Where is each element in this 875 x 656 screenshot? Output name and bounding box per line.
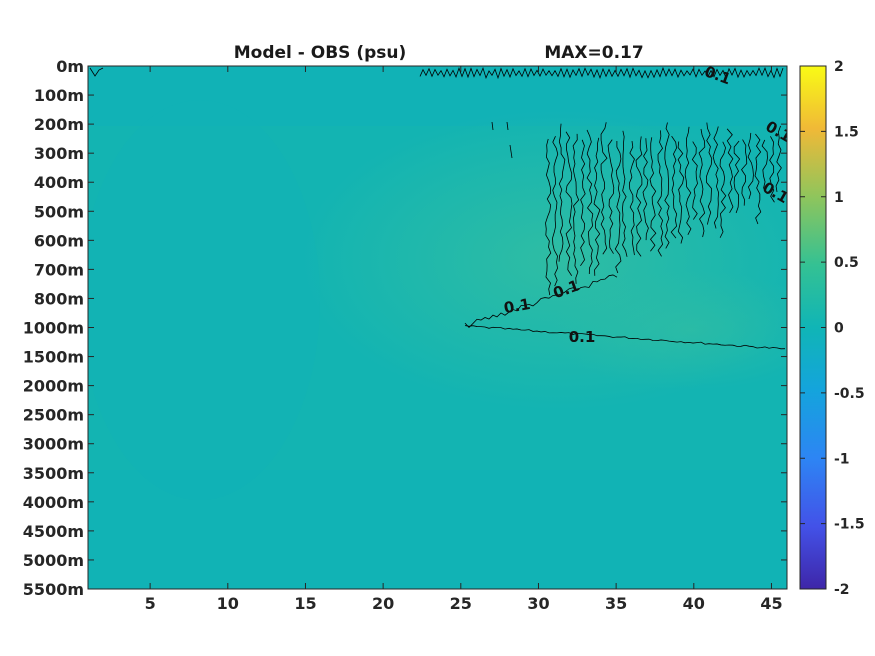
contour-filament [622, 130, 628, 257]
x-tick-label: 30 [527, 594, 549, 613]
contour-filament [726, 128, 734, 214]
y-tick-label: 3500m [23, 464, 84, 483]
contour-wedge-edge [464, 274, 618, 329]
contour-filament [684, 126, 692, 235]
contour-filament [607, 139, 615, 254]
field-warm-region-2 [550, 270, 787, 390]
x-axis-ticks: 5 10 15 20 25 30 35 40 45 [145, 66, 783, 613]
contour-filament [649, 137, 657, 252]
contour-filament [747, 132, 754, 200]
colorbar-tick-label: 2 [834, 59, 844, 75]
y-tick-label: 100m [34, 86, 84, 105]
contour-lines [89, 66, 786, 350]
contour-filament [600, 122, 608, 255]
contour-filament [635, 136, 643, 257]
y-tick-label: 5500m [23, 580, 84, 599]
contour-filament [628, 141, 635, 256]
contour-filament [712, 126, 720, 229]
contour-label: 0.1 [502, 295, 531, 317]
y-tick-label: 400m [34, 173, 84, 192]
contour-filament [642, 138, 649, 241]
x-tick-label: 40 [683, 594, 705, 613]
y-tick-label: 1000m [23, 319, 84, 338]
contour-filament [769, 136, 775, 203]
colorbar-ticks: 2 1.5 1 0.5 0 -0.5 -1 -1.5 -2 [800, 59, 865, 598]
y-axis-ticks: 0m 100m 200m 300m 400m 500m 600m 700m 800m 1000m 1… [23, 57, 787, 599]
contour-filament [698, 128, 706, 238]
contour-filament [670, 135, 678, 239]
chart-title: Model - OBS (psu) [234, 43, 407, 63]
x-tick-label: 45 [760, 594, 782, 613]
y-tick-label: 600m [34, 231, 84, 250]
x-tick-label: 25 [450, 594, 472, 613]
contour-filament [552, 135, 559, 287]
colorbar-tick-label: -1.5 [834, 517, 865, 533]
contour-filament [545, 138, 552, 296]
contour-fragment [509, 144, 513, 159]
contour-filament [593, 137, 601, 276]
x-tick-label: 5 [145, 594, 156, 613]
y-tick-label: 500m [34, 202, 84, 221]
contour-filament [719, 141, 727, 238]
contour-filament [580, 139, 586, 267]
colorbar-tick-label: 0 [834, 321, 844, 337]
contour-filament [586, 129, 594, 274]
y-tick-label: 3000m [23, 435, 84, 454]
contour-deep [464, 325, 786, 350]
y-tick-label: 200m [34, 115, 84, 134]
field-deep-band [88, 470, 787, 589]
contour-filament [572, 133, 580, 284]
contour-filament [664, 122, 670, 249]
y-tick-label: 300m [34, 144, 84, 163]
contour-filament [741, 139, 748, 206]
contour-filament [706, 122, 713, 225]
contour-filament [614, 140, 622, 274]
y-tick-label: 4000m [23, 493, 84, 512]
contour-filament [733, 140, 741, 214]
colorbar-tick-label: -1 [834, 451, 850, 467]
contour-fragment [506, 121, 509, 131]
y-tick-label: 2000m [23, 377, 84, 396]
colorbar-tick-label: 1 [834, 190, 844, 206]
y-tick-label: 800m [34, 289, 84, 308]
colorbar-tick-label: -2 [834, 582, 850, 598]
colorbar-tick-label: 0.5 [834, 255, 859, 271]
contour-label: 0.1 [569, 328, 596, 346]
contour-filament [761, 139, 768, 195]
colorbar-tick-label: 1.5 [834, 124, 859, 140]
contour-filament [775, 125, 782, 193]
contour-filament [558, 123, 566, 262]
y-tick-label: 2500m [23, 406, 84, 425]
x-tick-label: 15 [294, 594, 316, 613]
y-tick-label: 1500m [23, 348, 84, 367]
y-tick-label: 5000m [23, 551, 84, 570]
y-tick-label: 4500m [23, 522, 84, 541]
contour-filament [565, 131, 573, 276]
x-tick-label: 35 [605, 594, 627, 613]
contour-fragment [491, 121, 494, 131]
field-surface-band [88, 66, 787, 126]
contour-filament [754, 133, 762, 225]
y-tick-label: 700m [34, 260, 84, 279]
contour-filament [691, 141, 698, 220]
field-cool-region [88, 100, 320, 500]
x-tick-label: 20 [372, 594, 394, 613]
y-tick-label: 0m [56, 57, 84, 76]
x-tick-label: 10 [217, 594, 239, 613]
max-label: MAX=0.17 [544, 43, 643, 63]
contour-filament [657, 130, 664, 257]
contour-surface [419, 66, 784, 80]
colorbar-tick-label: -0.5 [834, 386, 865, 402]
contour-surface-left [89, 67, 104, 77]
contour-filament [677, 141, 685, 244]
heatmap-field: 0.10.10.10.10.10.1 [88, 66, 787, 589]
